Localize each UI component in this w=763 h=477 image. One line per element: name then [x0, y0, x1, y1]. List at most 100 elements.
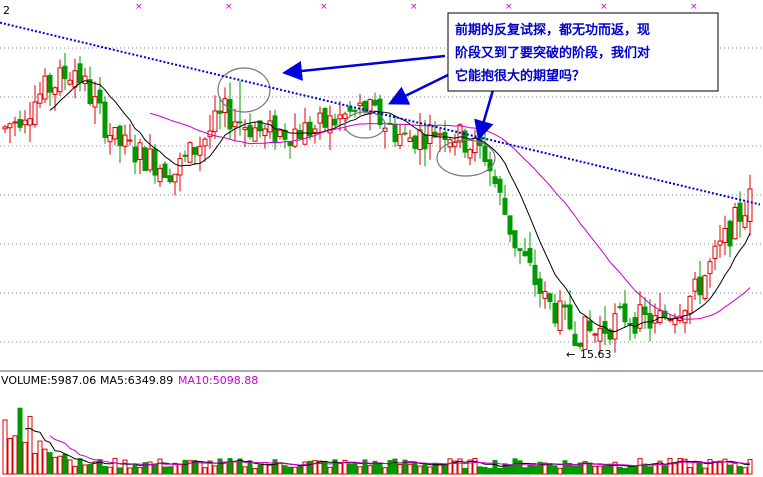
volume-bar: [87, 464, 93, 475]
candle-body: [82, 75, 88, 84]
volume-bar: [147, 461, 153, 475]
candle-body: [627, 322, 633, 325]
candle-body: [172, 173, 178, 183]
volume-bar: [117, 467, 123, 475]
volume-bar: [37, 440, 43, 475]
candle-body: [2, 126, 8, 130]
volume-bar: [47, 452, 53, 475]
volume-bar: [187, 460, 193, 475]
volume-bar: [232, 461, 238, 475]
volume-bar: [442, 463, 448, 475]
candle-body: [432, 131, 438, 138]
volume-bars: [2, 407, 753, 475]
volume-bar: [72, 465, 78, 475]
volume-ma10: MA10:5098.88: [178, 374, 258, 387]
volume-bar: [602, 464, 608, 475]
candle-body: [572, 333, 578, 347]
volume-bar: [692, 460, 698, 475]
candle-body: [117, 125, 123, 147]
volume-bar: [422, 463, 428, 475]
candle-body: [522, 251, 528, 257]
volume-bar: [557, 467, 563, 475]
candle-body: [192, 146, 198, 155]
volume-bar: [82, 464, 88, 475]
volume-bar: [532, 465, 538, 475]
volume-bar: [412, 461, 418, 475]
volume-bar: [307, 460, 313, 475]
volume-bar: [157, 458, 163, 475]
candle-body: [617, 306, 623, 309]
volume-bar: [357, 466, 363, 475]
candle-body: [442, 131, 448, 141]
candles: [2, 52, 753, 354]
candle-body: [42, 75, 48, 100]
candle-body: [727, 220, 733, 247]
candle-body: [177, 158, 183, 176]
candle-body: [317, 112, 323, 124]
candle-body: [357, 102, 363, 107]
candle-body: [147, 148, 153, 171]
volume-bar: [647, 466, 653, 475]
top-marker: ×: [690, 2, 698, 12]
volume-bar: [747, 459, 753, 475]
volume-bar: [457, 458, 463, 475]
candle-body: [312, 128, 318, 133]
volume-bar: [332, 459, 338, 475]
volume-bar: [237, 458, 243, 475]
volume-bar: [397, 464, 403, 475]
candle-body: [12, 121, 18, 124]
candle-body: [307, 121, 313, 137]
candle-body: [582, 316, 588, 350]
volume-bar: [7, 437, 13, 475]
volume-bar: [207, 460, 213, 475]
volume-bar: [77, 458, 83, 475]
volume-bar: [112, 458, 118, 475]
volume-bar: [342, 459, 348, 475]
volume-bar: [347, 463, 353, 475]
volume-bar: [592, 465, 598, 475]
candle-body: [87, 79, 93, 105]
volume-bar: [737, 465, 743, 475]
candle-body: [372, 99, 378, 106]
volume-bar: [527, 464, 533, 475]
volume-bar: [202, 467, 208, 475]
candle-body: [462, 130, 468, 153]
volume-bar: [517, 460, 523, 475]
volume-bar: [582, 461, 588, 475]
candle-body: [72, 70, 78, 88]
volume-bar: [247, 460, 253, 475]
volume-bar: [522, 467, 528, 475]
candle-body: [422, 134, 428, 150]
candle-body: [527, 248, 533, 263]
volume-bar: [617, 466, 623, 475]
top-marker: ×: [225, 2, 233, 12]
volume-bar: [227, 458, 233, 475]
candle-body: [227, 99, 233, 130]
volume-bar: [537, 461, 543, 475]
candle-body: [717, 240, 723, 246]
volume-bar: [722, 458, 728, 475]
candle-body: [642, 306, 648, 315]
candle-body: [17, 119, 23, 128]
volume-bar: [272, 459, 278, 475]
volume-bar: [2, 419, 8, 475]
volume-bar: [62, 453, 68, 475]
candle-body: [667, 318, 673, 321]
volume-bar: [622, 467, 628, 475]
candle-body: [62, 65, 68, 80]
candle-body: [622, 303, 628, 323]
volume-bar: [547, 463, 553, 475]
volume-bar: [497, 467, 503, 475]
volume-bar: [637, 458, 643, 475]
volume-bar: [297, 465, 303, 475]
candle-body: [112, 126, 118, 140]
volume-bar: [252, 467, 258, 475]
candle-body: [597, 327, 603, 342]
volume-bar: [447, 458, 453, 475]
volume-bar: [707, 458, 713, 475]
volume-bar: [367, 465, 373, 475]
volume-bar: [97, 459, 103, 475]
volume-bar: [282, 465, 288, 475]
top-marker: ×: [505, 2, 513, 12]
